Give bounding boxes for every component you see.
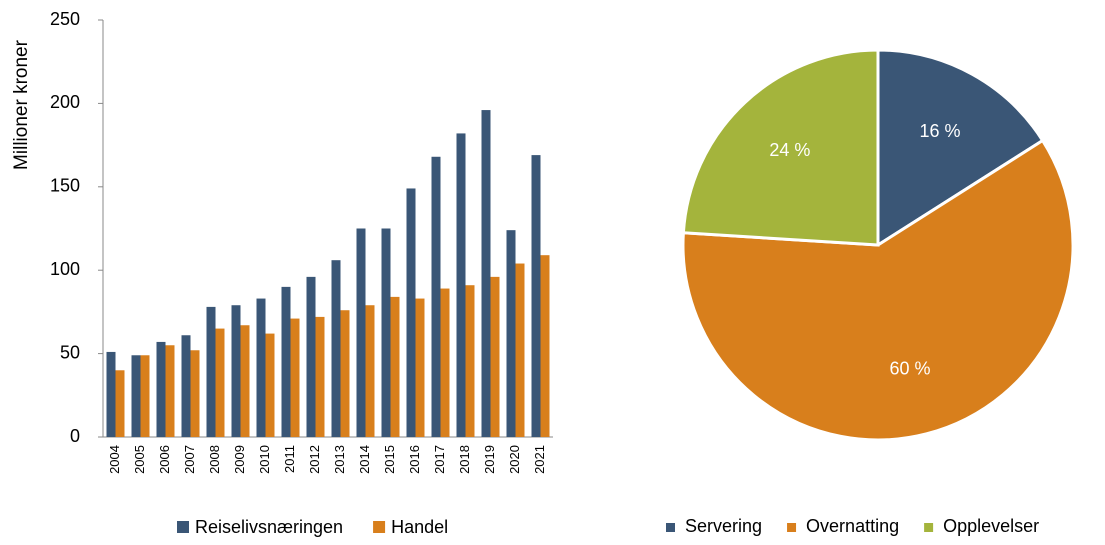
bar: [506, 230, 516, 437]
bar: [190, 350, 200, 437]
x-tick-label: 2012: [307, 445, 322, 474]
bar: [256, 298, 266, 437]
y-tick-label: 50: [60, 342, 80, 362]
bar: [456, 133, 466, 437]
legend-swatch: [787, 523, 797, 532]
slice-label: 16 %: [919, 121, 960, 141]
bar: [215, 328, 225, 437]
legend-swatch: [666, 523, 675, 532]
x-tick-label: 2007: [182, 445, 197, 474]
bar: [356, 228, 366, 437]
bar: [315, 316, 325, 437]
bar: [131, 355, 141, 437]
bar: [490, 276, 500, 437]
bar: [481, 110, 491, 438]
bar: [165, 345, 175, 437]
legend-label: Opplevelser: [943, 516, 1039, 536]
pie-slice: [876, 48, 1045, 248]
bar: [365, 305, 375, 437]
bar: [206, 306, 216, 437]
bar: [181, 335, 191, 437]
bar: [140, 355, 150, 437]
bar: [265, 333, 275, 437]
bar: [531, 155, 541, 437]
x-tick-label: 2004: [107, 445, 122, 474]
x-tick-label: 2008: [207, 445, 222, 474]
x-tick-label: 2018: [457, 445, 472, 474]
legend-swatch: [924, 523, 934, 532]
legend-swatch: [177, 521, 189, 533]
bar: [106, 351, 116, 437]
x-tick-label: 2013: [332, 445, 347, 474]
legend-label: Reiselivsnæringen: [195, 517, 343, 537]
y-tick-label: 200: [50, 92, 80, 112]
x-tick-label: 2011: [282, 445, 297, 473]
bar: [331, 260, 341, 437]
pie-slice: [681, 48, 880, 247]
x-tick-label: 2015: [382, 445, 397, 474]
legend-swatch: [373, 521, 386, 533]
bar: [115, 370, 125, 437]
slice-label: 60 %: [889, 358, 930, 378]
x-tick-label: 2005: [132, 445, 147, 474]
y-tick-label: 150: [50, 176, 80, 196]
bar: [465, 285, 475, 437]
x-tick-label: 2020: [507, 445, 522, 474]
x-tick-label: 2016: [407, 445, 422, 474]
legend-label: Servering: [685, 516, 762, 536]
bar: [415, 298, 425, 437]
bar: [515, 263, 525, 437]
bar: [290, 318, 300, 437]
x-tick-label: 2010: [257, 445, 272, 474]
bar: [540, 255, 550, 437]
legend-label: Overnatting: [806, 516, 899, 536]
y-tick-label: 0: [70, 426, 80, 446]
y-tick-label: 100: [50, 259, 80, 279]
bar: [240, 325, 250, 437]
y-tick-label: 250: [50, 9, 80, 29]
pie-slice: [681, 138, 1075, 442]
x-tick-label: 2009: [232, 445, 247, 474]
x-tick-label: 2021: [532, 445, 547, 474]
bar: [306, 276, 316, 437]
bar: [281, 286, 291, 437]
bar: [156, 341, 166, 437]
bar: [381, 228, 391, 437]
bar: [340, 310, 350, 437]
bar: [440, 288, 450, 437]
bar: [231, 305, 241, 437]
bar: [431, 156, 441, 437]
y-axis-label: Millioner kroner: [11, 39, 32, 170]
bar: [390, 296, 400, 437]
slice-label: 24 %: [769, 140, 810, 160]
legend-label: Handel: [391, 517, 448, 537]
x-tick-label: 2006: [157, 445, 172, 474]
bar: [406, 188, 416, 437]
x-tick-label: 2019: [482, 445, 497, 474]
x-tick-label: 2017: [432, 445, 447, 474]
x-tick-label: 2014: [357, 445, 372, 474]
